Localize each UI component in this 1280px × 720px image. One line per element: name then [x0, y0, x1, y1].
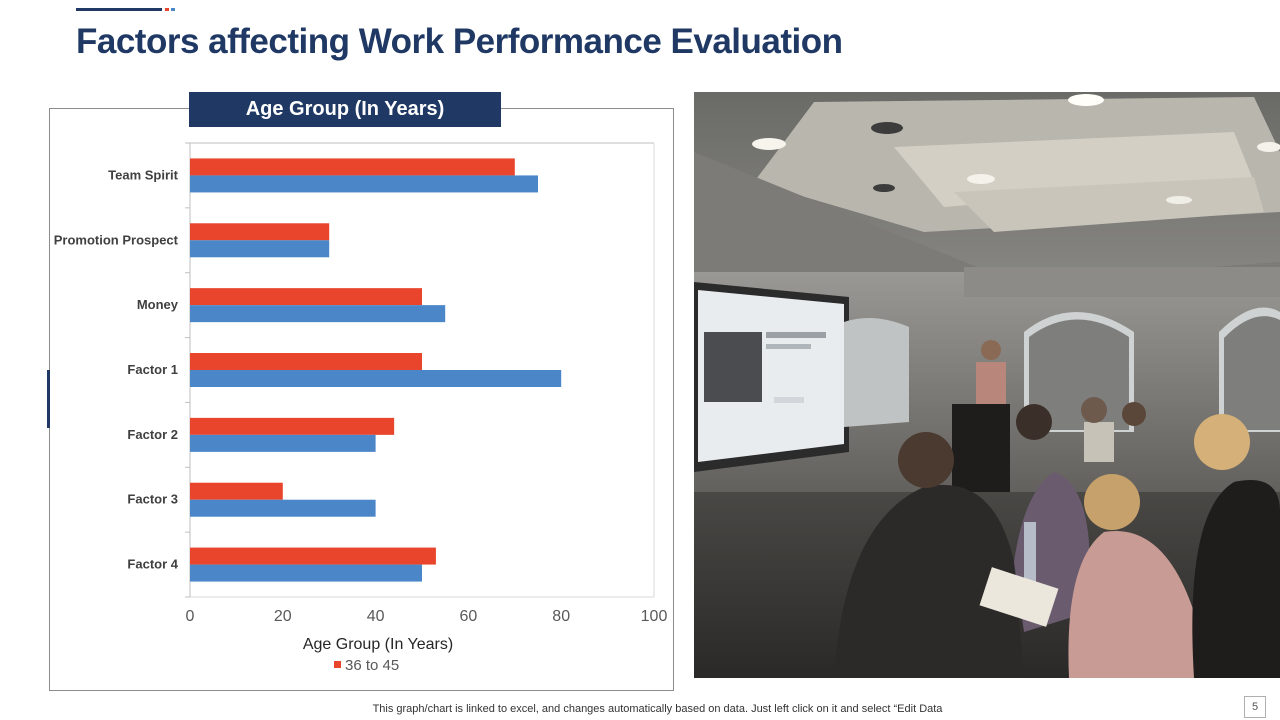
x-tick-label: 80: [552, 608, 570, 625]
x-tick-label: 0: [186, 608, 195, 625]
bar-red-promotion-prospect[interactable]: [190, 223, 330, 241]
x-axis-title: Age Group (In Years): [303, 636, 453, 653]
bar-blue-factor-4[interactable]: [190, 564, 422, 582]
bar-blue-money[interactable]: [190, 305, 446, 323]
legend-label: 36 to 45: [345, 657, 399, 674]
bar-blue-promotion-prospect[interactable]: [190, 240, 330, 258]
x-tick-label: 40: [367, 608, 385, 625]
bar-red-money[interactable]: [190, 288, 422, 306]
category-label: Factor 4: [127, 557, 178, 572]
presentation-meeting-photo-icon: [694, 92, 1280, 678]
x-tick-label: 60: [460, 608, 478, 625]
category-label: Factor 2: [127, 427, 178, 442]
category-label: Money: [137, 297, 179, 312]
bar-blue-factor-1[interactable]: [190, 370, 562, 387]
category-label: Factor 3: [127, 492, 178, 507]
frame-marker: [47, 370, 50, 428]
bar-chart[interactable]: Team Spirit Promotion Prospect Money Factor…: [0, 0, 680, 700]
x-tick-label: 20: [274, 608, 292, 625]
bar-blue-factor-3[interactable]: [190, 499, 376, 517]
chart-header: Age Group (In Years): [189, 92, 501, 127]
category-label: Factor 1: [127, 362, 178, 377]
bar-red-factor-1[interactable]: [190, 353, 422, 370]
bar-blue-team-spirit[interactable]: [190, 175, 538, 193]
bar-red-factor-3[interactable]: [190, 482, 283, 500]
accent-bar-red: [165, 8, 169, 11]
meeting-photo: [694, 92, 1280, 678]
page-number: 5: [1244, 696, 1266, 718]
accent-bar-blue: [171, 8, 175, 11]
bar-red-factor-2[interactable]: [190, 417, 395, 435]
bar-red-team-spirit[interactable]: [190, 158, 515, 176]
accent-bar-navy: [76, 8, 162, 11]
x-tick-label: 100: [641, 608, 668, 625]
title-accent: [76, 8, 176, 12]
footer-note: This graph/chart is linked to excel, and…: [372, 703, 943, 715]
category-label: Promotion Prospect: [54, 232, 179, 247]
legend-swatch: [334, 661, 341, 668]
bar-red-factor-4[interactable]: [190, 547, 436, 565]
category-label: Team Spirit: [108, 167, 179, 182]
bar-blue-factor-2[interactable]: [190, 434, 376, 452]
slide-title: Factors affecting Work Performance Evalu…: [76, 22, 843, 61]
